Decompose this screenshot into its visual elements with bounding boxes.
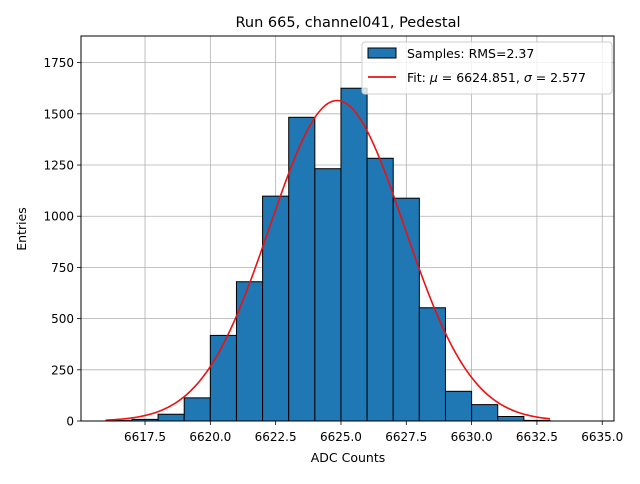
histogram-bar	[158, 414, 184, 421]
y-tick-label: 1000	[43, 210, 74, 224]
legend-fit-mu-value: = 6624.851,	[438, 70, 524, 85]
x-tick-label: 6620.0	[189, 430, 231, 444]
histogram-bar	[236, 282, 262, 421]
histogram-bar	[472, 405, 498, 421]
x-axis-label: ADC Counts	[311, 450, 386, 465]
x-tick-label: 6627.5	[385, 430, 427, 444]
histogram-bar	[498, 416, 524, 421]
y-axis-label: Entries	[14, 207, 29, 251]
legend-fit-mu-symbol: μ	[429, 70, 438, 85]
x-tick-label: 6625.0	[320, 430, 362, 444]
chart-title: Run 665, channel041, Pedestal	[235, 15, 460, 31]
y-tick-label: 750	[51, 261, 74, 275]
x-tick-label: 6630.0	[451, 430, 493, 444]
y-tick-label: 0	[66, 415, 74, 429]
histogram-bar	[445, 391, 471, 421]
legend-fit-label: Fit: μ = 6624.851, σ = 2.577	[407, 70, 586, 85]
y-tick-label: 1250	[43, 159, 74, 173]
y-tick-label: 1750	[43, 56, 74, 70]
legend-fit-prefix: Fit:	[407, 70, 430, 85]
histogram-bar	[367, 158, 393, 421]
histogram-bar	[263, 196, 289, 421]
histogram-bar	[210, 335, 236, 421]
legend-histogram-swatch	[368, 48, 396, 58]
histogram-bar	[184, 398, 210, 421]
legend-histogram-label: Samples: RMS=2.37	[407, 46, 534, 61]
histogram-bar	[341, 88, 367, 421]
y-tick-label: 250	[51, 363, 74, 377]
legend-fit-sigma-value: = 2.577	[532, 70, 586, 85]
x-tick-label: 6622.5	[255, 430, 297, 444]
y-tick-label: 1500	[43, 107, 74, 121]
x-tick-label: 6635.0	[581, 430, 623, 444]
x-tick-label: 6617.5	[124, 430, 166, 444]
x-tick-label: 6632.5	[516, 430, 558, 444]
legend: Samples: RMS=2.37 Fit: μ = 6624.851, σ =…	[362, 42, 612, 94]
histogram-bar	[315, 169, 341, 421]
y-tick-label: 500	[51, 312, 74, 326]
